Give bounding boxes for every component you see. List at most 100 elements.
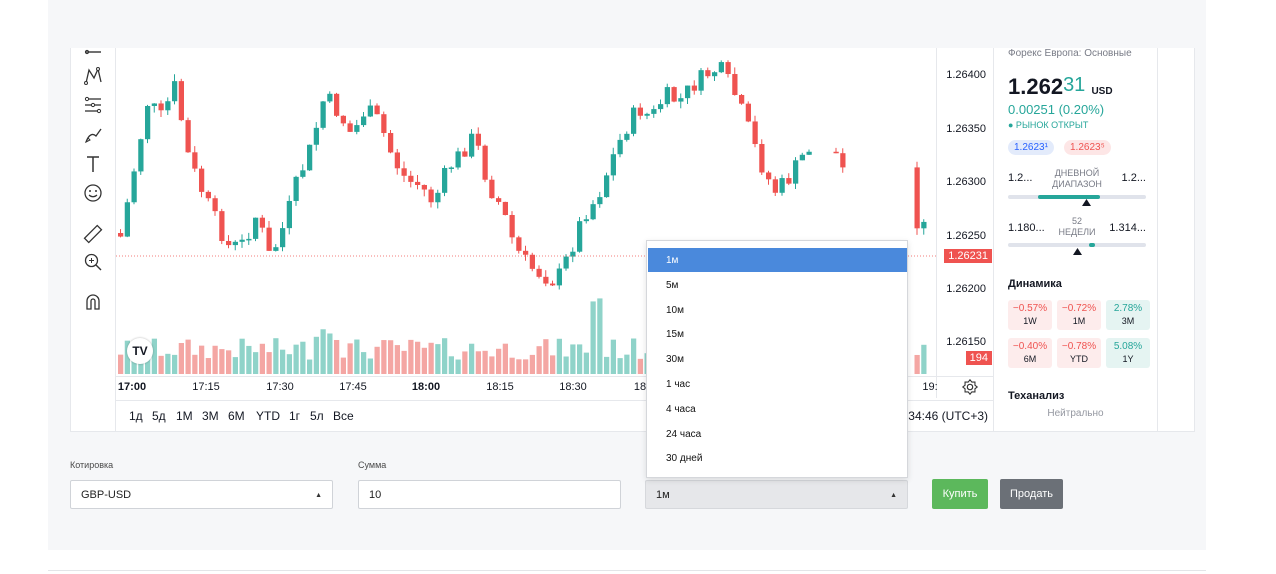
time-axis-label: 18:15 xyxy=(486,381,514,393)
performance-tile[interactable]: −0.40% 6M xyxy=(1008,338,1052,368)
price-axis-label: 1.26400 xyxy=(946,69,986,81)
daily-high: 1.2... xyxy=(1121,172,1146,184)
performance-period: 1Y xyxy=(1122,354,1134,364)
performance-value: 2.78% xyxy=(1113,303,1143,314)
performance-value: 5.08% xyxy=(1113,341,1143,352)
period-dropdown[interactable]: 1м 5м 10м 15м 30м 1 час 4 часа 24 часа 3… xyxy=(646,240,908,478)
price-axis-label: 1.26350 xyxy=(946,123,986,135)
ruler-tool-icon[interactable] xyxy=(81,222,105,246)
performance-value: −0.78% xyxy=(1061,341,1097,352)
week52-low: 1.180... xyxy=(1008,222,1045,234)
amount-value: 10 xyxy=(369,489,382,501)
emoji-tool-icon[interactable] xyxy=(81,181,105,205)
performance-tile[interactable]: −0.72% 1M xyxy=(1057,300,1101,330)
range-button-ytd[interactable]: YTD xyxy=(256,409,280,423)
period-option[interactable]: 24 часа xyxy=(666,429,702,440)
performance-period: 6M xyxy=(1023,354,1037,364)
dynamics-heading: Динамика xyxy=(1008,278,1062,290)
quote-select[interactable]: GBP-USD ▲ xyxy=(70,480,333,509)
tradingview-logo[interactable]: TV xyxy=(127,338,153,364)
performance-tile[interactable]: 5.08% 1Y xyxy=(1106,338,1150,368)
caret-up-icon: ▲ xyxy=(315,492,322,499)
page-divider xyxy=(48,570,1206,571)
current-price-tag: 1.26231 xyxy=(944,249,992,263)
week52-range: 1.180... 52 НЕДЕЛИ 1.314... xyxy=(1008,216,1146,237)
range-button-5y[interactable]: 5л xyxy=(310,409,324,423)
daily-range-marker-icon xyxy=(1082,199,1091,206)
week52-range-marker-icon xyxy=(1073,248,1082,255)
last-price: 1.26231 USD xyxy=(1008,74,1113,100)
range-button-6m[interactable]: 6М xyxy=(228,409,245,423)
daily-low: 1.2... xyxy=(1008,172,1033,184)
drawing-toolbar xyxy=(71,48,116,432)
tech-analysis-value: Нейтрально xyxy=(1047,408,1104,419)
sell-button[interactable]: Продать xyxy=(1000,479,1063,509)
currency-label: USD xyxy=(1091,86,1113,97)
brush-tool-icon[interactable] xyxy=(81,123,105,147)
range-button-1y[interactable]: 1г xyxy=(289,409,301,423)
quote-label: Котировка xyxy=(70,460,114,470)
text-tool-icon[interactable] xyxy=(81,152,105,176)
period-option[interactable]: 30м xyxy=(666,354,684,365)
daily-range-label-1: ДНЕВНОЙ xyxy=(1054,168,1100,178)
period-select[interactable]: 1м ▲ xyxy=(645,480,908,509)
performance-tile[interactable]: −0.57% 1W xyxy=(1008,300,1052,330)
chart-clock: 34:46 (UTC+3) xyxy=(908,409,988,423)
period-option[interactable]: 15м xyxy=(666,329,684,340)
week52-label-1: 52 xyxy=(1071,216,1082,226)
fib-tool-icon[interactable] xyxy=(81,93,105,117)
period-option[interactable]: 10м xyxy=(666,305,684,316)
volume-tag: 194 xyxy=(965,351,992,365)
buy-button[interactable]: Купить xyxy=(932,479,988,509)
time-axis-label: 19: xyxy=(922,381,938,393)
caret-up-icon: ▲ xyxy=(890,492,897,499)
chart-widget: TV 1.26400 1.26350 1.26300 1.26250 1.262… xyxy=(70,48,1195,432)
period-option[interactable]: 30 дней xyxy=(666,453,703,464)
zoom-in-icon[interactable] xyxy=(81,250,105,274)
period-option[interactable]: 1м xyxy=(648,248,907,272)
daily-range-fill xyxy=(1038,195,1100,199)
week52-label: 52 НЕДЕЛИ xyxy=(1008,216,1146,238)
price-axis-label: 1.26150 xyxy=(946,336,986,348)
daily-range-label: ДНЕВНОЙ ДИАПАЗОН xyxy=(1008,168,1146,190)
range-button-1m[interactable]: 1М xyxy=(176,409,193,423)
time-axis-label: 17:30 xyxy=(266,381,294,393)
week52-high: 1.314... xyxy=(1109,222,1146,234)
performance-period: 1M xyxy=(1072,316,1086,326)
last-price-main: 1.262 xyxy=(1008,74,1064,99)
performance-value: −0.40% xyxy=(1012,341,1048,352)
period-option[interactable]: 4 часа xyxy=(666,404,696,415)
time-axis-label: 17:00 xyxy=(117,381,147,393)
performance-period: 1W xyxy=(1023,316,1037,326)
range-button-3m[interactable]: 3М xyxy=(202,409,219,423)
range-button-all[interactable]: Все xyxy=(333,409,354,423)
week52-range-track xyxy=(1008,243,1146,247)
market-status: ● РЫНОК ОТКРЫТ xyxy=(1008,120,1089,130)
ask-price: 1.2623⁵ xyxy=(1064,140,1111,155)
price-axis[interactable]: 1.26400 1.26350 1.26300 1.26250 1.26200 … xyxy=(936,48,994,398)
performance-tile[interactable]: −0.78% YTD xyxy=(1057,338,1101,368)
time-axis-label: 18 xyxy=(633,381,647,393)
time-axis[interactable]: 17:00 17:15 17:30 17:45 18:00 18:15 18:3… xyxy=(116,376,994,398)
period-option[interactable]: 5м xyxy=(666,280,679,291)
amount-label: Сумма xyxy=(358,460,387,470)
performance-period: 3M xyxy=(1121,316,1135,326)
time-axis-label: 17:15 xyxy=(192,381,220,393)
week52-label-2: НЕДЕЛИ xyxy=(1058,227,1096,237)
tech-analysis-heading[interactable]: Теханализ xyxy=(1008,390,1065,402)
daily-range-label-2: ДИАПАЗОН xyxy=(1052,179,1102,189)
price-axis-label: 1.26250 xyxy=(946,230,986,242)
price-axis-label: 1.26200 xyxy=(946,283,986,295)
quote-value: GBP-USD xyxy=(81,489,132,501)
period-value: 1м xyxy=(656,489,670,501)
period-option[interactable]: 1 час xyxy=(666,379,691,390)
settings-gear-icon[interactable] xyxy=(961,378,979,396)
bid-price: 1.2623¹ xyxy=(1008,140,1054,155)
magnet-icon[interactable] xyxy=(81,290,105,314)
performance-tile[interactable]: 2.78% 3M xyxy=(1106,300,1150,330)
amount-input[interactable]: 10 xyxy=(358,480,621,509)
range-button-1d[interactable]: 1д xyxy=(129,409,143,423)
range-button-5d[interactable]: 5д xyxy=(152,409,166,423)
line-tool-icon[interactable] xyxy=(81,40,105,64)
pattern-tool-icon[interactable] xyxy=(81,64,105,88)
